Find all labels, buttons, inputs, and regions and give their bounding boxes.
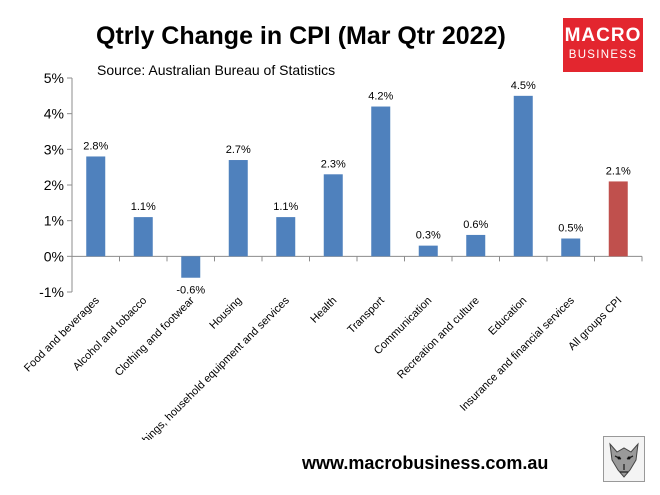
cpi-bar-chart: -1% 0% 1% 2% 3% 4% 5% 2.8% Food and beverages 1.1… bbox=[22, 70, 643, 440]
y-tick-label: 2% bbox=[44, 177, 64, 193]
y-tick-label: 4% bbox=[44, 106, 64, 122]
bar bbox=[466, 234, 486, 257]
data-label: -0.6% bbox=[176, 285, 205, 297]
y-tick-label: 1% bbox=[44, 213, 64, 229]
logo-line-1: MACRO bbox=[564, 25, 642, 46]
category-label: Food and beverages bbox=[22, 294, 102, 374]
category-label: Housing bbox=[207, 295, 244, 332]
bar bbox=[418, 245, 438, 257]
logo-line-2: BUSINESS bbox=[568, 49, 638, 61]
data-label: 0.6% bbox=[463, 219, 488, 231]
bar bbox=[276, 217, 296, 257]
bar bbox=[323, 174, 343, 257]
category-label: Recreation and culture bbox=[395, 295, 482, 382]
data-label: 4.2% bbox=[368, 91, 393, 103]
bar bbox=[86, 156, 106, 257]
bar bbox=[608, 181, 628, 257]
wolf-icon bbox=[603, 436, 645, 482]
bar bbox=[181, 256, 201, 278]
y-tick-label: -1% bbox=[39, 284, 64, 300]
data-label: 2.1% bbox=[606, 165, 631, 177]
data-label: 1.1% bbox=[131, 201, 156, 213]
data-label: 1.1% bbox=[273, 201, 298, 213]
chart-source: Source: Australian Bureau of Statistics bbox=[97, 62, 336, 78]
data-label: 0.5% bbox=[558, 223, 583, 235]
y-tick-label: 3% bbox=[44, 141, 64, 157]
chart-title: Qtrly Change in CPI (Mar Qtr 2022) bbox=[96, 22, 506, 50]
category-label: Transport bbox=[345, 295, 386, 336]
bar bbox=[371, 106, 391, 257]
bar bbox=[133, 217, 153, 257]
y-tick-label: 5% bbox=[44, 70, 64, 86]
bar bbox=[561, 238, 581, 257]
category-label: Health bbox=[308, 295, 339, 326]
macrobusiness-logo: MACRO BUSINESS bbox=[563, 18, 643, 72]
bar bbox=[228, 160, 248, 257]
data-label: 4.5% bbox=[511, 80, 536, 92]
y-tick-label: 0% bbox=[44, 248, 64, 264]
data-label: 0.3% bbox=[416, 230, 441, 242]
website-url: www.macrobusiness.com.au bbox=[302, 453, 549, 473]
category-label: Furnishings, household equipment and ser… bbox=[119, 294, 293, 440]
data-label: 2.3% bbox=[321, 158, 346, 170]
bar bbox=[513, 95, 533, 257]
category-label: Education bbox=[486, 295, 529, 338]
data-label: 2.8% bbox=[83, 140, 108, 152]
category-label: Clothing and footwear bbox=[113, 294, 197, 378]
data-label: 2.7% bbox=[226, 144, 251, 156]
